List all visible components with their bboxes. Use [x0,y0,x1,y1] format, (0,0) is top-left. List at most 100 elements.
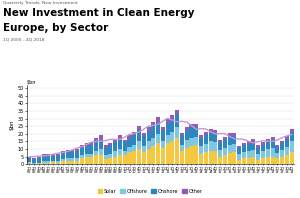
Bar [199,135,203,138]
Bar [213,142,218,151]
Y-axis label: $bn: $bn [10,119,14,130]
Bar [142,152,146,164]
Bar [251,142,256,150]
Bar [103,159,108,164]
Bar [70,161,74,164]
Bar [175,127,179,138]
Bar [65,161,70,164]
Bar [156,117,160,122]
Bar [123,140,127,142]
Bar [190,146,194,164]
Bar [190,138,194,146]
Bar [170,132,174,142]
Bar [142,133,146,136]
Bar [27,158,32,162]
Bar [85,146,88,154]
Legend: Solar, Offshore, Onshore, Other: Solar, Offshore, Onshore, Other [96,187,204,196]
Bar [46,163,50,164]
Bar [271,148,274,157]
Bar [251,150,256,157]
Bar [56,163,60,164]
Bar [70,152,74,158]
Bar [213,133,218,142]
Bar [199,138,203,146]
Bar [65,150,70,152]
Bar [142,146,146,152]
Bar [166,143,170,164]
Bar [228,133,232,136]
Bar [147,149,151,164]
Bar [56,161,60,163]
Bar [113,157,117,164]
Bar [275,158,279,164]
Bar [194,145,198,164]
Bar [170,142,174,164]
Bar [32,158,36,159]
Bar [285,147,289,155]
Bar [75,161,79,164]
Bar [190,127,194,138]
Bar [37,163,41,164]
Bar [32,163,36,164]
Bar [99,135,103,140]
Bar [137,126,141,130]
Bar [166,123,170,135]
Bar [218,157,222,164]
Bar [208,132,213,142]
Bar [256,160,260,164]
Bar [89,154,93,157]
Bar [137,142,141,149]
Bar [237,148,241,154]
Bar [56,154,60,156]
Bar [261,151,265,158]
Text: Quarterly Trends, New Investment: Quarterly Trends, New Investment [3,1,78,5]
Bar [46,154,50,156]
Bar [75,158,79,161]
Bar [185,140,189,148]
Bar [170,119,174,132]
Text: New Investment in Clean Energy: New Investment in Clean Energy [3,8,194,18]
Bar [290,129,294,132]
Bar [156,134,160,143]
Bar [208,151,213,164]
Bar [271,140,274,148]
Bar [208,142,213,151]
Bar [251,157,256,164]
Bar [132,151,136,164]
Bar [42,163,46,164]
Bar [103,148,108,155]
Bar [94,155,98,164]
Bar [199,146,203,154]
Bar [85,157,88,164]
Bar [223,139,227,148]
Bar [161,141,165,148]
Bar [190,124,194,127]
Bar [194,124,198,127]
Bar [118,138,122,149]
Bar [242,158,246,164]
Bar [208,129,213,132]
Bar [85,143,88,146]
Bar [256,148,260,154]
Bar [247,144,251,151]
Bar [137,149,141,164]
Bar [247,142,251,144]
Bar [213,130,218,133]
Bar [247,158,251,164]
Bar [46,156,50,161]
Bar [89,142,93,145]
Bar [242,152,246,158]
Bar [46,161,50,163]
Bar [285,136,289,139]
Bar [204,152,208,164]
Bar [242,143,246,145]
Bar [151,126,155,138]
Bar [99,155,103,164]
Bar [61,153,65,159]
Bar [118,149,122,155]
Bar [180,151,184,164]
Bar [180,133,184,135]
Bar [271,157,274,164]
Bar [261,142,265,145]
Bar [256,154,260,160]
